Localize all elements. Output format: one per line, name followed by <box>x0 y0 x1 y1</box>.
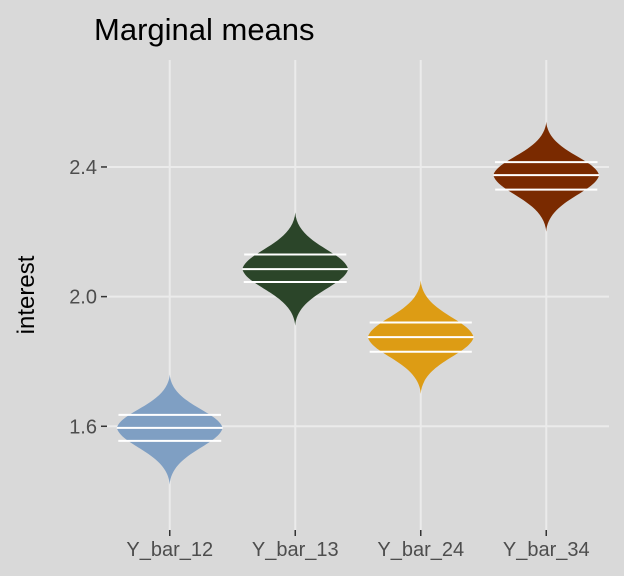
y-tick-label: 2.0 <box>69 287 97 309</box>
x-tick-label: Y_bar_24 <box>377 539 464 561</box>
x-axis-ticks: Y_bar_12 Y_bar_13 Y_bar_24 Y_bar_34 <box>126 530 590 561</box>
violins <box>116 121 600 485</box>
violin-Y_bar_13 <box>242 212 349 326</box>
y-axis-label: interest <box>13 255 40 334</box>
violin-body-Y_bar_34 <box>493 121 600 232</box>
x-tick-label: Y_bar_13 <box>252 539 339 561</box>
violin-Y_bar_12 <box>116 374 223 485</box>
y-axis-ticks: 1.6 2.0 2.4 <box>69 157 107 438</box>
y-tick-label: 1.6 <box>69 416 97 438</box>
x-tick-label: Y_bar_12 <box>126 539 213 561</box>
violin-Y_bar_34 <box>493 121 600 232</box>
violin-Y_bar_24 <box>367 280 474 394</box>
chart-title: Marginal means <box>94 12 315 47</box>
y-tick-label: 2.4 <box>69 157 97 179</box>
violin-body-Y_bar_12 <box>116 374 223 485</box>
x-tick-label: Y_bar_34 <box>503 539 590 561</box>
